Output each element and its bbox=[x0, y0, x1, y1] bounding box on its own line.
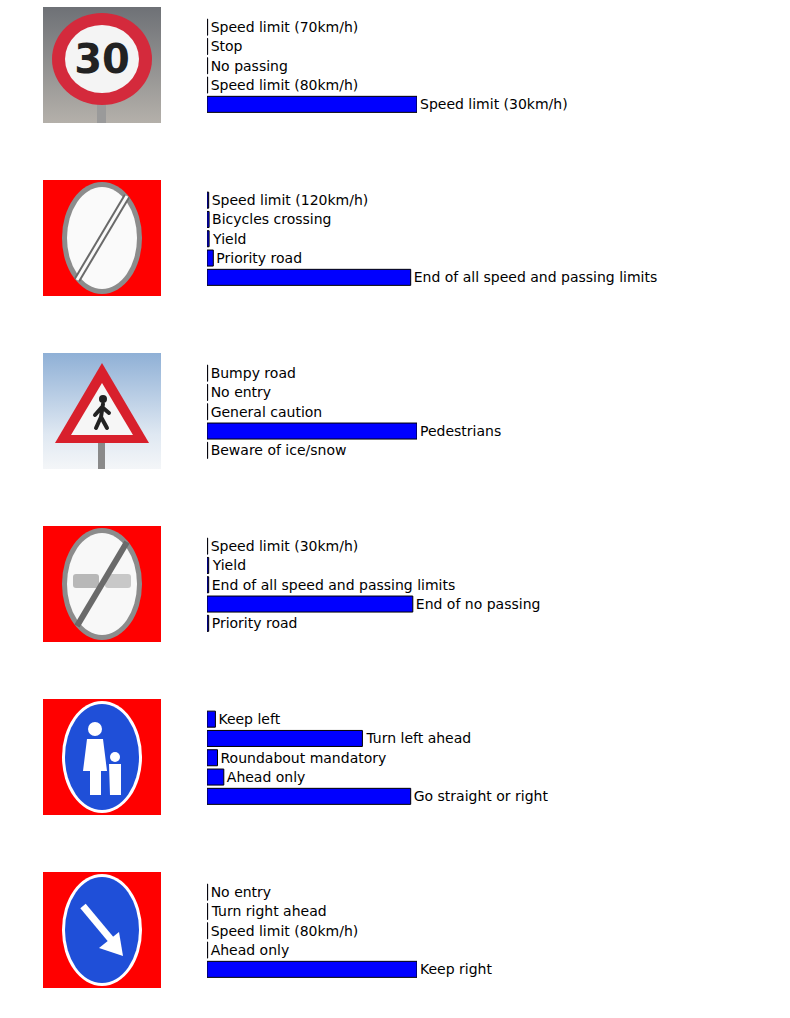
svg-text:End of all speed and passing l: End of all speed and passing limits bbox=[212, 577, 456, 593]
svg-text:No entry: No entry bbox=[211, 384, 272, 400]
svg-text:End of all speed and passing l: End of all speed and passing limits bbox=[414, 269, 658, 285]
svg-text:Ahead only: Ahead only bbox=[227, 769, 306, 785]
svg-text:No passing: No passing bbox=[211, 58, 288, 74]
svg-text:Priority road: Priority road bbox=[212, 615, 298, 631]
svg-text:No entry: No entry bbox=[211, 884, 272, 900]
svg-text:Speed limit (120km/h): Speed limit (120km/h) bbox=[212, 192, 369, 208]
svg-text:Speed limit (30km/h): Speed limit (30km/h) bbox=[211, 538, 359, 554]
svg-text:Turn right ahead: Turn right ahead bbox=[211, 903, 327, 919]
svg-text:Stop: Stop bbox=[211, 38, 243, 54]
svg-text:Speed limit (80km/h): Speed limit (80km/h) bbox=[211, 77, 359, 93]
svg-text:Speed limit (70km/h): Speed limit (70km/h) bbox=[211, 19, 359, 35]
svg-text:Speed limit (80km/h): Speed limit (80km/h) bbox=[211, 923, 359, 939]
svg-text:Roundabout mandatory: Roundabout mandatory bbox=[221, 750, 387, 766]
svg-text:Turn left ahead: Turn left ahead bbox=[365, 730, 471, 746]
svg-text:Pedestrians: Pedestrians bbox=[420, 423, 501, 439]
svg-text:Ahead only: Ahead only bbox=[211, 942, 290, 958]
svg-text:Speed limit (30km/h): Speed limit (30km/h) bbox=[420, 96, 568, 112]
svg-text:Bicycles crossing: Bicycles crossing bbox=[212, 211, 331, 227]
svg-text:Beware of ice/snow: Beware of ice/snow bbox=[211, 442, 347, 458]
svg-text:General caution: General caution bbox=[211, 404, 323, 420]
svg-text:30: 30 bbox=[74, 36, 130, 82]
svg-text:Keep left: Keep left bbox=[218, 711, 280, 727]
svg-text:Yield: Yield bbox=[212, 557, 246, 573]
svg-text:Keep right: Keep right bbox=[420, 961, 492, 977]
svg-text:End of no passing: End of no passing bbox=[416, 596, 541, 612]
svg-text:Go straight or right: Go straight or right bbox=[414, 788, 549, 804]
svg-text:Yield: Yield bbox=[212, 231, 246, 247]
svg-text:Bumpy road: Bumpy road bbox=[211, 365, 296, 381]
svg-text:Priority road: Priority road bbox=[216, 250, 302, 266]
